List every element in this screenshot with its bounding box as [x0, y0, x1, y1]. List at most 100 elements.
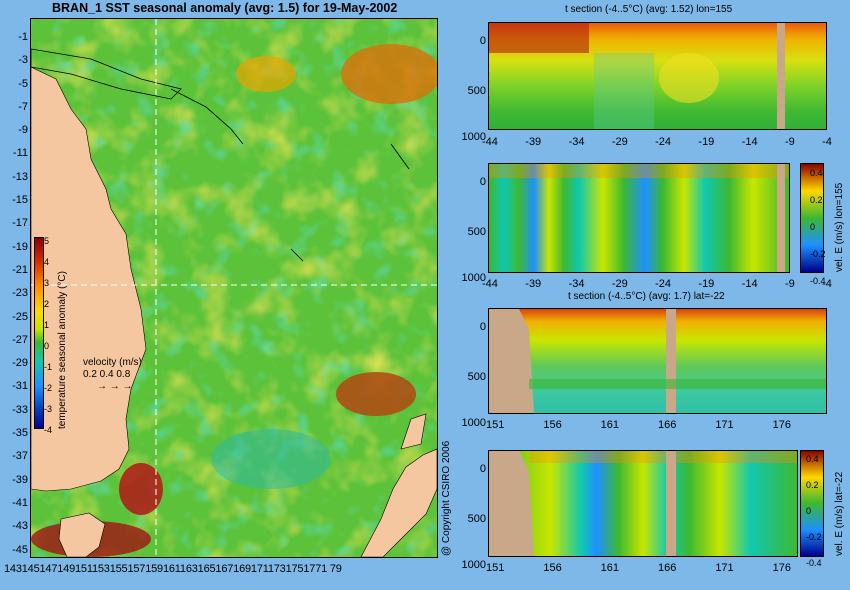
panel3-section[interactable] [488, 308, 827, 414]
map-colorbar-tick: 2 [44, 299, 50, 309]
lat-tick: -11 [12, 147, 28, 160]
panel4-x-ticks: 151 156 161 166 171 176 [486, 562, 791, 574]
x-tick: -9 [784, 278, 795, 290]
panel2-colorbar-label: vel. E (m/s) lon=155 [834, 182, 845, 272]
map-graphic [31, 19, 437, 557]
x-tick: -19 [698, 278, 715, 290]
colorbar-tick: 0.2 [806, 480, 819, 490]
panel3-title: t section (-4..5°C) (avg: 1.7) lat=-22 [568, 291, 725, 302]
x-tick: -14 [741, 136, 758, 148]
panel2-colorbar [800, 163, 824, 273]
panel1-graphic [489, 23, 826, 129]
x-tick: 171 [715, 419, 734, 431]
map-colorbar-tick: -2 [44, 383, 53, 393]
colorbar-tick: 0 [806, 506, 812, 516]
x-tick: -24 [655, 136, 672, 148]
tasmania-landmass [58, 512, 106, 557]
lat-tick: -27 [12, 333, 28, 346]
map-colorbar-tick: -4 [44, 425, 53, 435]
lat-tick: -17 [12, 217, 28, 230]
x-tick: 176 [772, 562, 791, 574]
lat-tick: -21 [12, 263, 28, 276]
x-tick: -4 [822, 136, 832, 148]
panel1-section[interactable] [488, 22, 827, 130]
x-tick: 161 [600, 419, 620, 431]
colorbar-tick: 0 [810, 222, 816, 232]
y-tick: 0 [479, 321, 486, 333]
panel2-x-ticks: -44 -39 -34 -29 -24 -19 -14 -9 -4 [482, 278, 832, 290]
x-tick: 161 [600, 562, 620, 574]
x-tick: -19 [698, 136, 715, 148]
velocity-legend-values: 0.2 0.4 0.8 [83, 369, 131, 380]
lat-tick: -23 [12, 287, 28, 300]
lat-tick: -19 [12, 240, 28, 253]
lat-tick: -5 [18, 77, 28, 90]
x-tick: 176 [772, 419, 791, 431]
panel2-graphic [489, 164, 789, 272]
map-colorbar-tick: -1 [44, 362, 53, 372]
colorbar-tick: 0.4 [810, 168, 823, 178]
panel4-y-ticks: 0 500 1000 [452, 444, 486, 590]
x-tick: 156 [543, 562, 562, 574]
panel3-graphic [489, 309, 826, 413]
y-tick: 500 [467, 371, 486, 383]
panel1-x-ticks: -44 -39 -34 -29 -24 -19 -14 -9 -4 [482, 136, 832, 148]
lat-tick: -35 [12, 427, 28, 440]
lat-tick: -3 [18, 54, 28, 67]
x-tick: -29 [611, 136, 628, 148]
lat-tick: -43 [12, 520, 28, 533]
map-colorbar-tick: -3 [44, 404, 53, 414]
copyright-text: @ Copyright CSIRO 2006 [441, 440, 452, 556]
x-tick: 151 [486, 562, 505, 574]
map-lon-ticks: 1431451471491511531551571591611631651671… [4, 563, 342, 575]
map-colorbar-tick: 0 [44, 341, 50, 351]
x-tick: -39 [525, 278, 542, 290]
x-tick: -29 [611, 278, 628, 290]
lat-tick: -29 [12, 357, 28, 370]
lat-tick: -9 [18, 124, 28, 137]
lat-tick: -45 [12, 543, 28, 556]
lat-tick: -7 [18, 100, 28, 113]
colorbar-tick: -0.2 [806, 532, 822, 542]
velocity-legend: velocity (m/s) 0.2 0.4 0.8 → → → [83, 357, 142, 393]
x-tick: -44 [482, 278, 498, 290]
lat-tick: -15 [12, 194, 28, 207]
x-tick: -9 [784, 136, 795, 148]
colorbar-tick: 0.4 [806, 454, 819, 464]
panel4-section[interactable] [488, 450, 798, 557]
panel4-colorbar-ticks: 0.4 0.2 0 -0.2 -0.4 [806, 446, 822, 576]
panel2-section[interactable] [488, 163, 790, 273]
x-tick: -39 [525, 136, 542, 148]
y-tick: 1000 [461, 559, 486, 571]
y-tick: 1000 [461, 417, 486, 429]
map-colorbar-tick: 3 [44, 278, 50, 288]
x-tick: -34 [568, 136, 585, 148]
lat-tick: -39 [12, 473, 28, 486]
y-tick: 500 [467, 513, 486, 525]
x-tick: 171 [715, 562, 734, 574]
x-tick: -24 [655, 278, 672, 290]
x-tick: -4 [822, 278, 832, 290]
lat-tick: -13 [12, 170, 28, 183]
y-tick: 500 [467, 226, 486, 238]
y-tick: 0 [479, 176, 486, 188]
map-title: BRAN_1 SST seasonal anomaly (avg: 1.5) f… [52, 1, 398, 15]
y-tick: 0 [479, 35, 486, 47]
sst-anomaly-map[interactable]: 5 4 3 2 1 0 -1 -2 -3 -4 temperature seas… [30, 18, 438, 558]
x-tick: -44 [482, 136, 498, 148]
colorbar-tick: -0.4 [810, 276, 826, 286]
x-tick: 151 [486, 419, 505, 431]
panel1-title: t section (-4..5°C) (avg: 1.52) lon=155 [565, 4, 733, 15]
colorbar-tick: -0.4 [806, 558, 822, 568]
panel4-colorbar [800, 450, 824, 557]
lat-tick: -33 [12, 403, 28, 416]
new-zealand-landmass [360, 448, 437, 557]
lat-tick: -41 [12, 496, 28, 509]
map-colorbar-tick: 4 [44, 257, 50, 267]
panel4-graphic [489, 451, 797, 556]
panel2-colorbar-ticks: 0.4 0.2 0 -0.2 -0.4 [810, 160, 826, 295]
y-tick: 1000 [461, 272, 486, 284]
x-tick: 166 [657, 419, 677, 431]
australia-landmass [31, 66, 147, 492]
x-tick: -34 [568, 278, 585, 290]
